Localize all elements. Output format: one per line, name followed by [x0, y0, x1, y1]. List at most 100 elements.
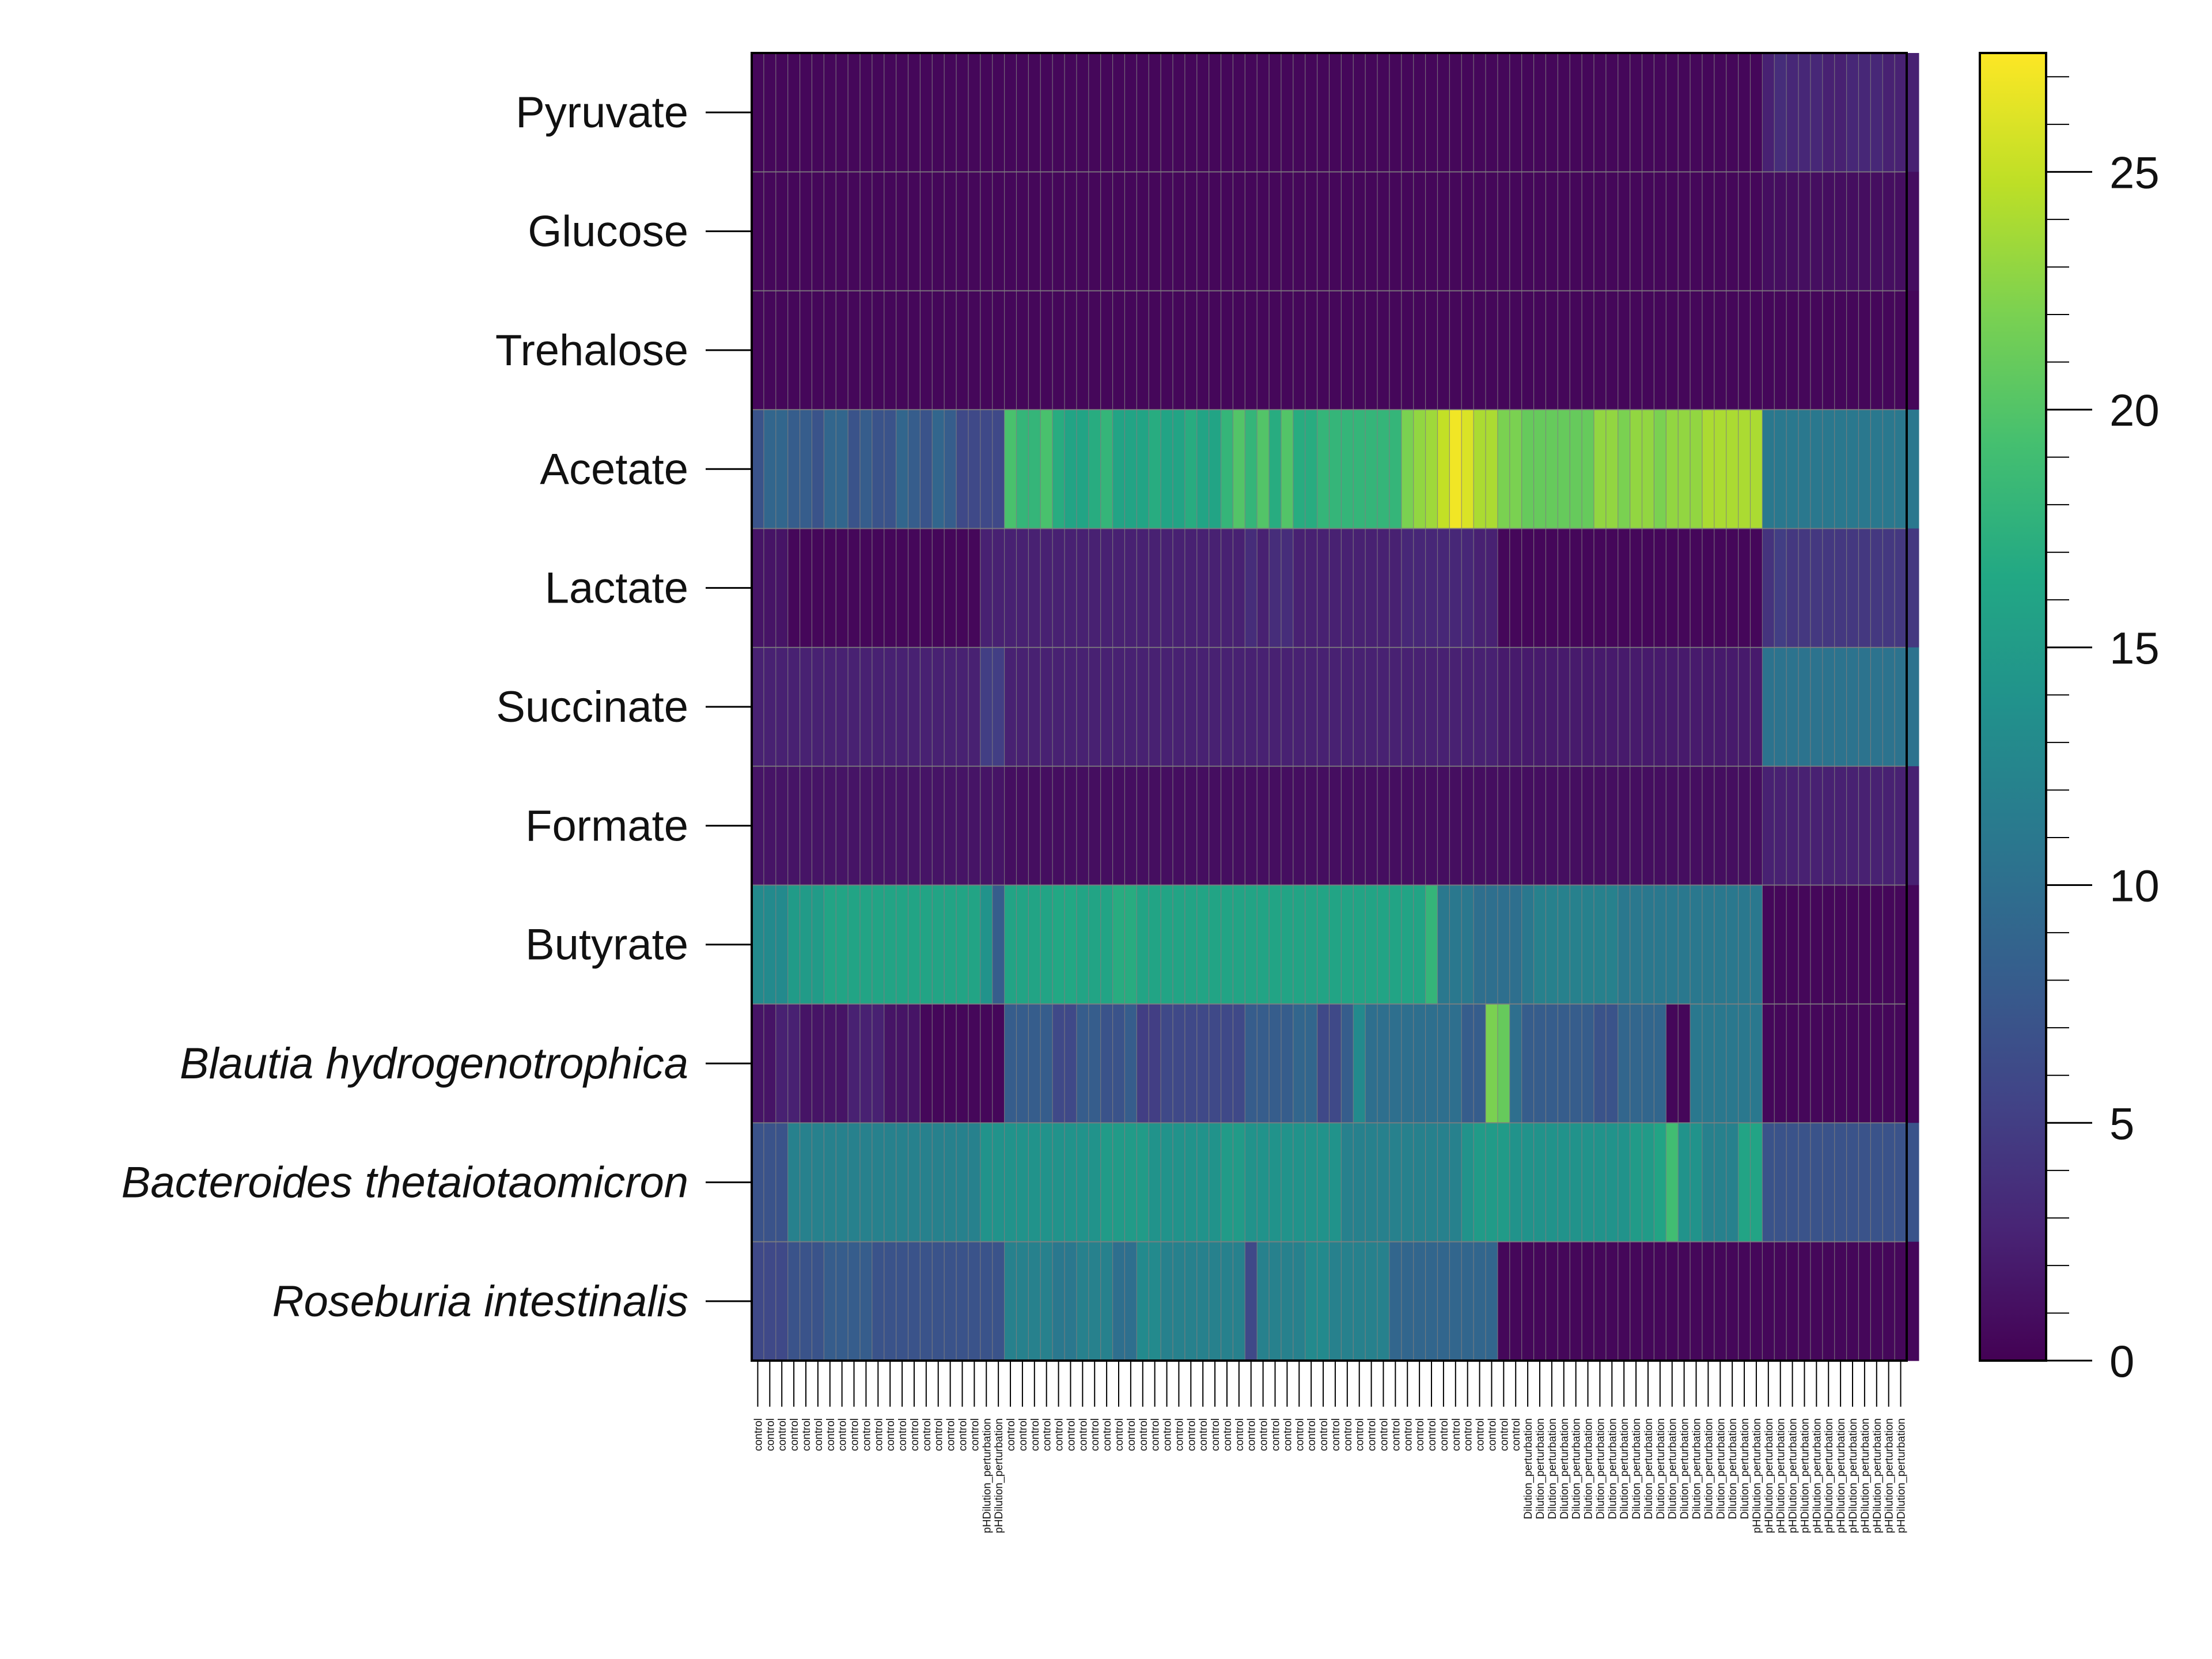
- heatmap-cell: [1883, 1241, 1895, 1361]
- heatmap-cell: [1257, 647, 1270, 767]
- heatmap-cell: [1233, 172, 1245, 291]
- heatmap-cell: [800, 528, 813, 648]
- heatmap-cell: [1738, 172, 1751, 291]
- heatmap-cell: [1870, 172, 1883, 291]
- heatmap-cell: [763, 528, 777, 648]
- x-tick-label: control: [1330, 1418, 1342, 1451]
- heatmap-cell: [908, 410, 921, 529]
- heatmap-cell: [1750, 885, 1763, 1005]
- heatmap-cell: [1570, 885, 1582, 1005]
- heatmap-cell: [775, 885, 789, 1005]
- heatmap-cell: [1570, 647, 1582, 767]
- heatmap-cell: [1365, 647, 1378, 767]
- heatmap-cell: [944, 1241, 957, 1361]
- heatmap-cell: [1161, 1123, 1173, 1243]
- heatmap-cell: [1461, 410, 1474, 529]
- heatmap-cell: [1895, 885, 1907, 1005]
- heatmap-cell: [1028, 647, 1041, 767]
- heatmap-cell: [1401, 528, 1414, 648]
- heatmap-cell: [1774, 172, 1787, 291]
- heatmap-cell: [944, 172, 957, 291]
- heatmap-cell: [763, 1123, 777, 1243]
- heatmap-cell: [1786, 53, 1799, 172]
- x-tick-label: pHDilution_perturbation: [1872, 1418, 1884, 1533]
- heatmap-cell: [1870, 410, 1883, 529]
- heatmap-cell: [1605, 290, 1619, 410]
- heatmap-cell: [800, 1241, 813, 1361]
- heatmap-cell: [1305, 528, 1318, 648]
- heatmap-cell: [1738, 410, 1751, 529]
- heatmap-cell: [872, 410, 885, 529]
- heatmap-cell: [1341, 410, 1354, 529]
- heatmap-cell: [884, 1123, 897, 1243]
- x-tick-label: control: [801, 1418, 813, 1451]
- heatmap-cell: [1389, 1123, 1402, 1243]
- heatmap-cell: [872, 1003, 885, 1123]
- heatmap-cell: [1630, 290, 1643, 410]
- heatmap-cell: [908, 1003, 921, 1123]
- heatmap-cell: [1630, 1241, 1643, 1361]
- heatmap-cell: [1509, 766, 1522, 886]
- heatmap-cell: [1040, 885, 1053, 1005]
- x-tick-label: pHDilution_perturbation: [1787, 1418, 1800, 1533]
- heatmap-cell: [1702, 1241, 1715, 1361]
- x-tick-label: Dilution_perturbation: [1655, 1418, 1667, 1519]
- heatmap-cell: [1858, 885, 1871, 1005]
- heatmap-cell: [884, 53, 897, 172]
- heatmap-cell: [1834, 53, 1847, 172]
- heatmap-cell: [872, 1123, 885, 1243]
- x-tick-label: Dilution_perturbation: [1607, 1418, 1619, 1519]
- heatmap-cell: [752, 1003, 764, 1123]
- heatmap-cell: [812, 53, 824, 172]
- heatmap-cell: [1883, 885, 1895, 1005]
- heatmap-cell: [1486, 1241, 1498, 1361]
- heatmap-cell: [1726, 172, 1739, 291]
- heatmap-cell: [1209, 766, 1222, 886]
- heatmap-cell: [1474, 1123, 1486, 1243]
- x-tick-label: control: [849, 1418, 861, 1451]
- y-tick-label: Roseburia intestinalis: [272, 1277, 688, 1326]
- x-tick-label: control: [1426, 1418, 1438, 1451]
- x-tick-label: Dilution_perturbation: [1619, 1418, 1631, 1519]
- heatmap-cell: [1690, 766, 1703, 886]
- heatmap-cell: [763, 885, 777, 1005]
- heatmap-cell: [1341, 172, 1354, 291]
- heatmap-cell: [992, 1241, 1005, 1361]
- heatmap-cell: [1858, 1003, 1871, 1123]
- heatmap-cell: [1883, 290, 1895, 410]
- heatmap-cell: [1605, 1123, 1619, 1243]
- heatmap-cell: [1558, 528, 1570, 648]
- heatmap-cell: [1065, 290, 1077, 410]
- heatmap-cell: [812, 172, 824, 291]
- heatmap-cell: [1076, 885, 1089, 1005]
- heatmap-cell: [812, 1241, 824, 1361]
- heatmap-cell: [1593, 172, 1607, 291]
- heatmap-cell: [1618, 172, 1631, 291]
- heatmap-cell: [1353, 172, 1366, 291]
- heatmap-cell: [920, 172, 933, 291]
- x-tick-label: Dilution_perturbation: [1583, 1418, 1595, 1519]
- heatmap-cell: [1004, 410, 1017, 529]
- heatmap-cell: [1486, 172, 1498, 291]
- heatmap-cell: [1486, 1003, 1498, 1123]
- heatmap-cell: [1774, 647, 1787, 767]
- heatmap-cell: [1474, 885, 1486, 1005]
- heatmap-cell: [1870, 766, 1883, 886]
- heatmap-cell: [1052, 766, 1065, 886]
- heatmap-cell: [872, 53, 885, 172]
- heatmap-cell: [1076, 1241, 1089, 1361]
- heatmap-cell: [1750, 1003, 1763, 1123]
- heatmap-cell: [1149, 53, 1161, 172]
- heatmap-cell: [1016, 1003, 1029, 1123]
- heatmap-cell: [1895, 172, 1907, 291]
- heatmap-cell: [1329, 410, 1342, 529]
- heatmap-cell: [1678, 410, 1691, 529]
- heatmap-cell: [1124, 885, 1137, 1005]
- heatmap-cell: [1269, 647, 1282, 767]
- heatmap-cell: [1786, 528, 1799, 648]
- heatmap-cell: [1533, 1003, 1547, 1123]
- heatmap-cell: [968, 766, 981, 886]
- heatmap-cell: [752, 410, 764, 529]
- heatmap-cell: [800, 290, 813, 410]
- x-tick-label: control: [921, 1418, 933, 1451]
